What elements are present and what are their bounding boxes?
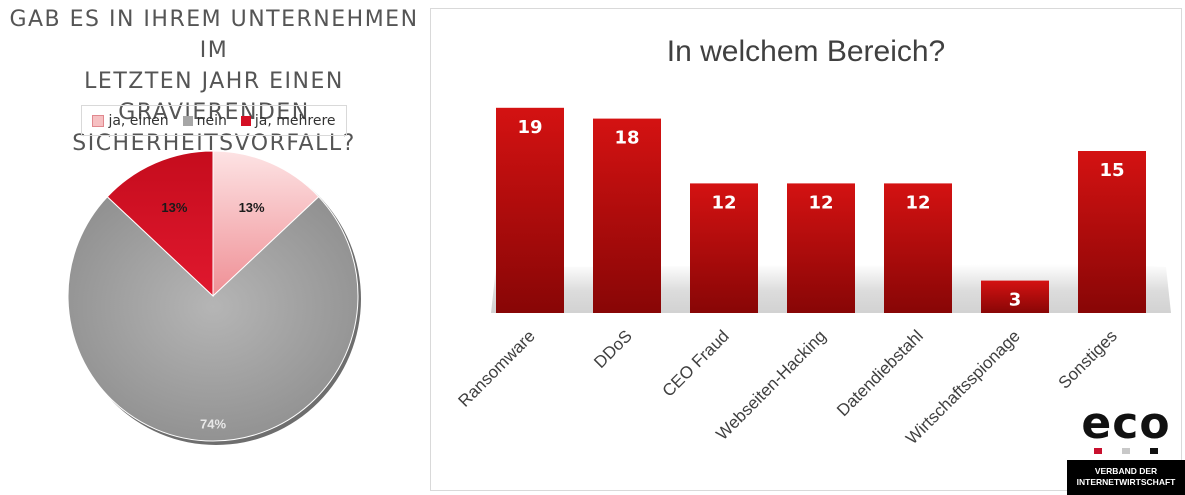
logo-dot-red — [1094, 448, 1102, 454]
pie-value-label-nein: 74% — [200, 417, 226, 432]
pie-slice-ja-mehrere — [106, 150, 214, 298]
legend-swatch-ja-mehrere — [240, 115, 251, 126]
legend-item-nein: nein — [182, 112, 227, 129]
pie-title-line-2: LETZTEN JAHR EINEN GRAVIERENDEN — [84, 69, 344, 125]
legend-label-ja-einen: ja, einen — [108, 112, 169, 129]
logo-wordmark: eco — [1081, 398, 1171, 449]
bar-value-label-datendiebstahl: 12 — [905, 192, 930, 213]
bar-category-label-ransomware: Ransomware — [455, 326, 539, 410]
bar-category-label-ddos: DDoS — [590, 326, 636, 372]
pie-title-line-1: GAB ES IN IHREM UNTERNEHMEN IM — [9, 7, 419, 63]
bar-category-label-sonstiges: Sonstiges — [1055, 326, 1121, 392]
bar-value-label-sonstiges: 15 — [1099, 160, 1124, 181]
pie-chart: 13% 74% 13% — [67, 150, 361, 445]
bar-series — [496, 107, 1146, 313]
logo-dot-black — [1150, 448, 1158, 454]
legend-swatch-ja-einen — [92, 114, 105, 127]
bar-sonstiges — [1078, 151, 1146, 313]
legend-swatch-nein — [182, 115, 193, 126]
bar-wirtschaftsspionage — [981, 280, 1049, 313]
logo-tagline-line-2: INTERNETWIRTSCHAFT — [1076, 477, 1176, 487]
bar-value-labels: 19 18 12 12 12 3 15 — [517, 117, 1124, 311]
bar-chart-panel: In welchem Bereich? 19 18 12 12 12 3 15 Ransom… — [430, 8, 1182, 491]
bar-value-label-webseiten-hacking: 12 — [808, 192, 833, 213]
pie-legend: ja, einen nein ja, mehrere — [81, 105, 347, 136]
bar-category-label-webseiten-hacking: Webseiten-Hacking — [712, 326, 829, 443]
bar-value-label-ddos: 18 — [614, 128, 639, 149]
pie-value-label-ja-mehrere: 13% — [161, 200, 187, 215]
bar-datendiebstahl — [884, 183, 952, 313]
legend-label-nein: nein — [196, 112, 227, 129]
pie-slice-nein — [67, 196, 359, 442]
bar-ransomware — [496, 107, 564, 313]
pie-slice-ja-einen — [212, 150, 320, 298]
bar-value-label-ransomware: 19 — [517, 117, 542, 138]
bar-chart: 19 18 12 12 12 3 15 Ransomware DDoS CEO FraudWeb… — [455, 107, 1171, 448]
bar-ceo-fraud — [690, 183, 758, 313]
bar-chart-title: In welchem Bereich? — [666, 35, 946, 68]
logo-dots — [1094, 448, 1158, 454]
bar-value-label-wirtschaftsspionage: 3 — [1009, 290, 1022, 311]
legend-item-ja-einen: ja, einen — [92, 112, 169, 129]
eco-logo: eco VERBAND DER INTERNETWIRTSCHAFT — [1067, 398, 1185, 495]
bar-category-label-ceo-fraud: CEO Fraud — [659, 326, 733, 400]
legend-label-ja-mehrere: ja, mehrere — [254, 112, 336, 129]
logo-dot-gray — [1122, 448, 1130, 454]
bar-ddos — [593, 118, 661, 313]
pie-labels: 13% 74% 13% — [161, 200, 265, 432]
bar-category-label-datendiebstahl: Datendiebstahl — [833, 326, 927, 420]
pie-value-label-ja-einen: 13% — [239, 200, 265, 215]
pie-slices — [67, 150, 359, 442]
logo-tagline-line-1: VERBAND DER — [1094, 466, 1158, 476]
bar-webseiten-hacking — [787, 183, 855, 313]
legend-item-ja-mehrere: ja, mehrere — [240, 112, 336, 129]
bar-value-label-ceo-fraud: 12 — [711, 192, 736, 213]
bar-category-labels: Ransomware DDoS CEO FraudWebseiten-Hacking… — [455, 326, 1121, 448]
logo-tagline: VERBAND DER INTERNETWIRTSCHAFT — [1067, 460, 1185, 495]
